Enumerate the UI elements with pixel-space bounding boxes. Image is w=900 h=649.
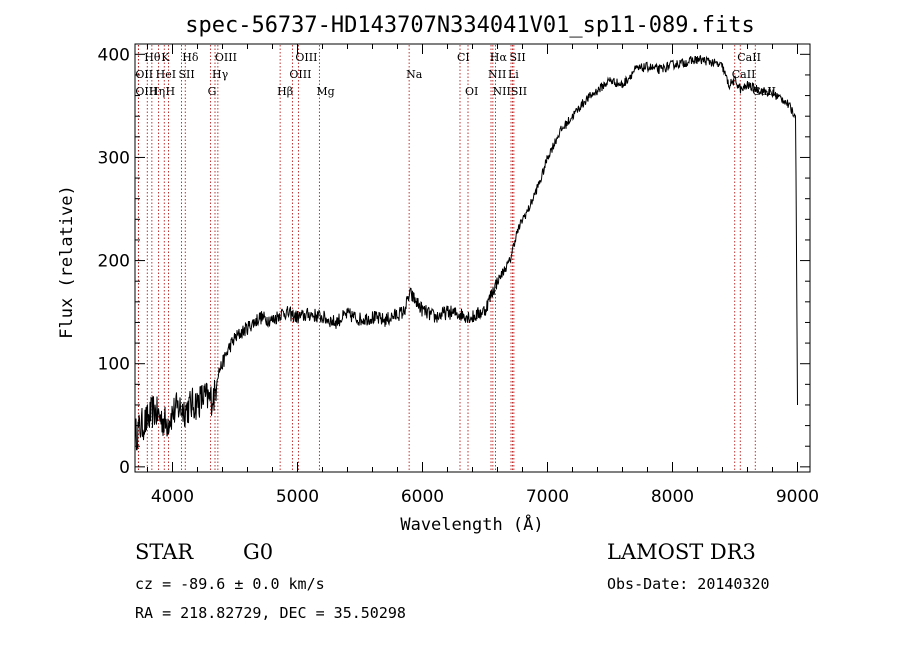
y-tick-label: 0 <box>119 458 130 478</box>
y-tick-label: 100 <box>98 355 130 375</box>
x-axis-label: Wavelength (Å) <box>400 513 543 535</box>
spectral-line-label: CaII <box>732 68 756 81</box>
spectral-line-label: H <box>166 85 176 98</box>
object-subclass: G0 <box>243 540 274 564</box>
redshift-readout: cz = -89.6 ± 0.0 km/s <box>135 575 325 593</box>
spectral-line-label: K <box>161 51 170 64</box>
spectral-line-label: OIII <box>215 51 237 64</box>
y-tick-label: 300 <box>98 148 130 168</box>
spectral-line-markers <box>137 45 756 471</box>
spectral-line-label: G <box>208 85 217 98</box>
spectral-line-label: OIII <box>135 85 157 98</box>
spectral-line-label: CaII <box>737 51 761 64</box>
x-tick-label: 6000 <box>401 487 444 507</box>
spectral-line-label: Na <box>406 68 423 81</box>
coordinates-readout: RA = 218.82729, DEC = 35.50298 <box>135 604 406 622</box>
y-axis-ticks: 0 100 200 300 400 <box>98 45 810 478</box>
x-tick-label: 4000 <box>151 487 194 507</box>
spectral-line-label: CI <box>457 51 470 64</box>
spectral-line-label: HeI <box>156 68 176 81</box>
spectral-line-label: OIII <box>295 51 317 64</box>
observation-date: Obs-Date: 20140320 <box>607 575 770 593</box>
spectral-line-label: Hθ <box>144 51 161 64</box>
chart-title: spec-56737-HD143707N334041V01_sp11-089.f… <box>185 13 755 38</box>
spectral-line-label: Li <box>508 68 519 81</box>
spectral-line-label: Hη <box>149 85 165 98</box>
spectral-line-label: Hγ <box>212 68 229 81</box>
survey-name: LAMOST DR3 <box>607 540 756 564</box>
spectral-line-label: Hδ <box>182 51 199 64</box>
x-tick-label: 9000 <box>776 487 819 507</box>
spectral-line-label: SII <box>179 68 195 81</box>
spectral-line-label: OI <box>465 85 478 98</box>
y-tick-label: 200 <box>98 252 130 272</box>
spectral-line-label: Mg <box>316 85 334 98</box>
x-tick-label: 8000 <box>651 487 694 507</box>
object-class: STAR <box>135 540 194 564</box>
spectral-line-label: OII <box>135 68 153 81</box>
plot-frame <box>134 43 811 473</box>
y-tick-label: 400 <box>98 45 130 65</box>
spectral-line-label: SII <box>511 85 527 98</box>
flux-series-line <box>134 54 798 451</box>
spectral-line-label: SII <box>510 51 526 64</box>
x-tick-label: 5000 <box>276 487 319 507</box>
x-tick-label: 7000 <box>526 487 569 507</box>
spectral-line-label: OIII <box>289 68 311 81</box>
spectral-line-label: NII <box>488 68 506 81</box>
spectral-line-label: NII <box>493 85 511 98</box>
y-axis-label: Flux (relative) <box>57 185 77 339</box>
spectral-line-label: Hα <box>490 51 508 64</box>
x-axis-ticks: 4000 5000 6000 7000 8000 9000 <box>147 44 819 507</box>
spectral-line-label: Hβ <box>277 85 293 98</box>
